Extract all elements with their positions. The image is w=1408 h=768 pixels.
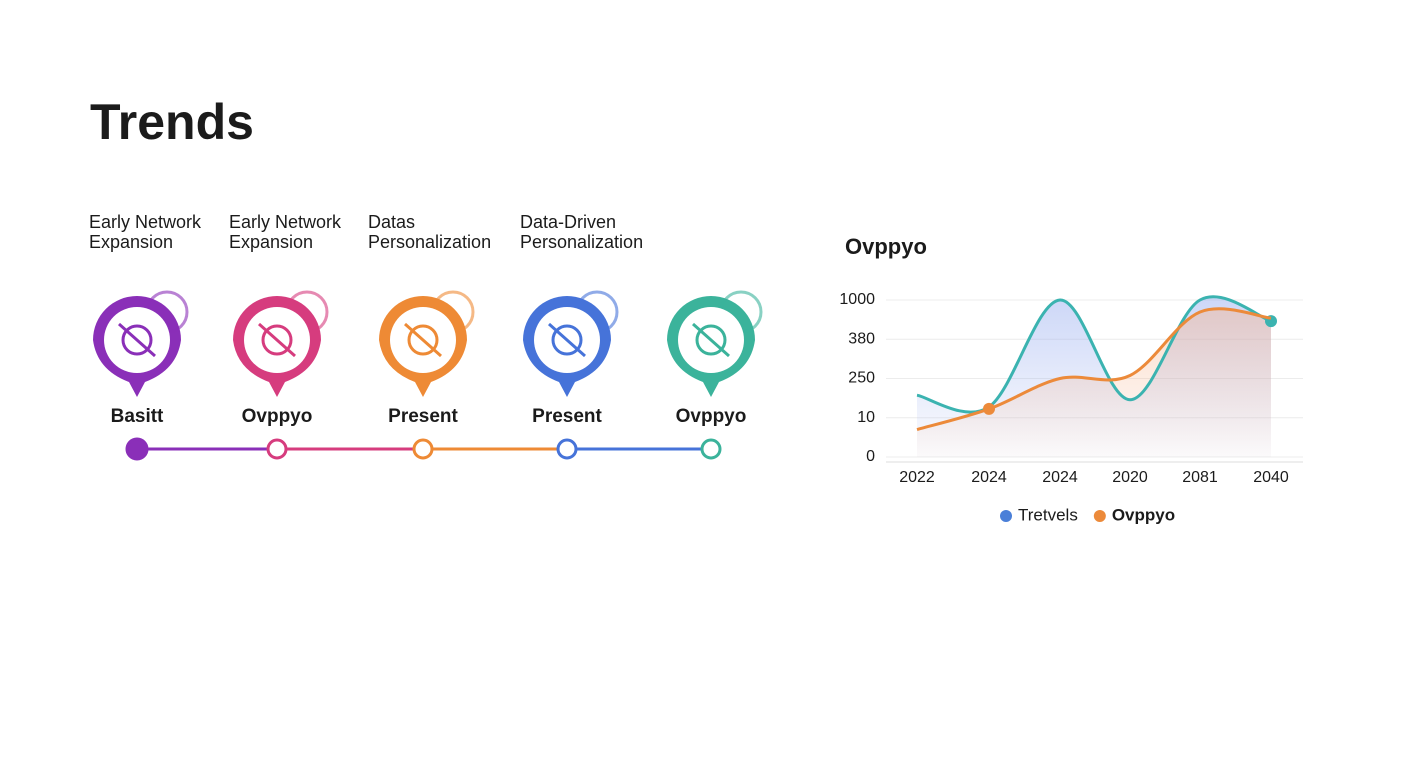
x-tick-label: 2040 [1253,469,1289,486]
x-tick-label: 2024 [971,469,1007,486]
icon-glyph [404,322,442,358]
milestone-header: Personalization [368,232,491,252]
milestone-header: Data-Driven [520,212,616,232]
icon-glyph [551,324,583,356]
timeline-dot [125,437,149,461]
icon-glyph [548,322,586,358]
milestone-header: Expansion [229,232,313,252]
point-marker [983,402,995,415]
legend-swatch [1000,510,1012,522]
icon-glyph [258,322,296,358]
y-tick-label: 10 [857,409,875,426]
milestone-label: Ovppyo [676,406,747,427]
milestone-header: Early Network [89,212,202,232]
legend-label: Ovppyo [1112,505,1175,524]
timeline-dot [556,438,578,460]
legend-swatch [1093,510,1106,522]
y-tick-label: 0 [866,448,875,465]
icon-glyph [261,324,293,356]
milestone-label: Basitt [111,406,164,427]
y-tick-label: 250 [848,370,875,387]
series-area [917,308,1271,457]
milestone-header: Expansion [89,232,173,252]
x-tick-label: 2022 [899,469,935,486]
timeline-dot [412,438,434,460]
page-title: Trends [90,94,254,150]
milestone-label: Present [532,406,602,427]
chart-title: Ovppyo [845,234,927,259]
x-tick-label: 2024 [1042,469,1078,486]
milestone-header: Early Network [229,212,342,232]
x-tick-label: 2081 [1182,469,1218,486]
y-tick-label: 1000 [839,291,875,308]
milestone-label: Ovppyo [242,406,313,427]
timeline-dot [700,438,722,460]
x-tick-label: 2020 [1112,469,1148,486]
legend-label: Tretvels [1018,505,1078,524]
icon-glyph [695,324,727,356]
icon-glyph [692,322,730,358]
icon-glyph [118,322,156,358]
milestone-label: Present [388,406,458,427]
y-tick-label: 380 [848,330,875,347]
timeline-dot [266,438,288,460]
milestone-header: Datas [368,212,415,232]
milestone-header: Personalization [520,232,643,252]
icon-glyph [407,324,439,356]
icon-glyph [121,324,153,356]
